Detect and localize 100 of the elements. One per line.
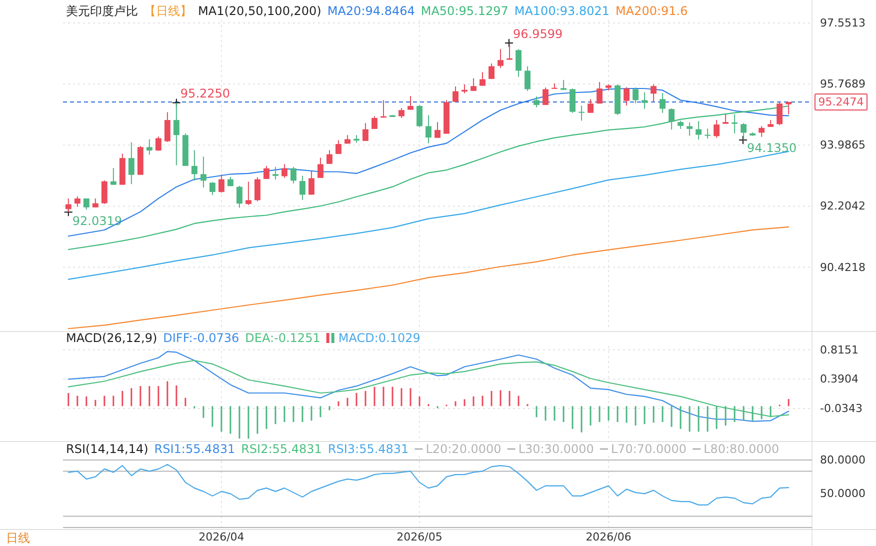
annotation: 94.1350 [747, 141, 797, 155]
y-tick-label: 97.5513 [820, 16, 866, 30]
legend-label: L20:20.0000 [426, 442, 502, 456]
line-series [68, 464, 790, 506]
legend-label: L70:70.0000 [610, 442, 687, 456]
candlestick [668, 108, 675, 130]
candlestick [146, 138, 152, 156]
candlestick [498, 48, 504, 68]
candlestick [191, 150, 198, 182]
y-tick-label: 50.0000 [820, 487, 866, 500]
candlestick [164, 112, 170, 142]
candlestick [732, 114, 738, 134]
candlestick [786, 101, 792, 115]
x-tick-label: 2026/04 [198, 530, 244, 544]
candlestick [686, 122, 693, 136]
y-tick-label: 0.8151 [820, 343, 858, 356]
x-tick-label: 2026/05 [396, 530, 442, 544]
legend-title: MA1(20,50,100,200) [198, 4, 322, 18]
candlestick [516, 48, 522, 78]
y-tick-label: -0.0343 [820, 402, 862, 416]
candlestick [336, 140, 342, 154]
ref-line-label: 95.2474 [818, 95, 864, 108]
candlestick [128, 142, 134, 185]
y-tick-label: 80.0000 [820, 453, 866, 466]
candlestick [254, 176, 260, 202]
candlestick [650, 84, 657, 102]
candlestick [596, 82, 603, 104]
text: MA200:91.6 [616, 4, 688, 18]
candlestick [642, 92, 648, 110]
line-series [68, 350, 790, 422]
line-series [68, 150, 790, 280]
candlestick [416, 104, 422, 128]
y-tick-label: 93.9865 [820, 138, 866, 152]
candlestick [624, 86, 630, 106]
candlestick [318, 157, 324, 178]
candlestick [308, 170, 314, 196]
chart-title: MACD(26,12,9) [66, 331, 158, 345]
candlestick [372, 116, 378, 130]
candlestick [200, 156, 206, 188]
candlestick [722, 113, 729, 124]
candlestick [696, 120, 702, 140]
candlestick [758, 126, 765, 138]
candlestick [101, 180, 108, 204]
candlestick [632, 86, 639, 104]
candlestick [542, 86, 548, 106]
candlestick [281, 164, 288, 178]
legend-label: RSI1:55.4831 [154, 442, 236, 456]
candlestick [263, 165, 270, 180]
candlestick [480, 72, 486, 86]
candlestick [236, 185, 242, 208]
candlestick [434, 122, 440, 138]
candlestick [110, 167, 116, 186]
text: DEA:-0.1251 [245, 331, 320, 345]
legend-label: MACD:0.1029 [338, 331, 420, 345]
candlestick [245, 181, 252, 206]
candlestick [488, 63, 494, 80]
candlestick [776, 100, 783, 126]
series-label: RSI3:55.4831 [328, 442, 409, 456]
price-tag: 95.2474 [814, 93, 868, 110]
candlestick [578, 105, 585, 122]
candlestick [588, 98, 594, 114]
series-label: DIFF:-0.0736 [163, 331, 240, 345]
candlestick [660, 92, 666, 114]
x-tick-label: 2026/06 [586, 530, 632, 544]
candlestick [560, 79, 567, 90]
candlestick [299, 175, 306, 200]
candlestick [155, 136, 162, 152]
text: MA50:95.1297 [420, 4, 508, 18]
candlestick [524, 66, 530, 92]
candlestick [534, 96, 540, 108]
candlestick [74, 196, 80, 208]
text: 日线 [6, 531, 30, 545]
annotation: 96.9599 [513, 27, 563, 41]
y-tick-label: 92.2042 [820, 200, 866, 213]
candlestick [470, 78, 476, 92]
candlestick [570, 88, 576, 114]
candlestick [362, 122, 368, 142]
candlestick [398, 108, 404, 118]
candlestick [290, 166, 296, 184]
candlestick [272, 166, 278, 180]
legend-label: L30:30.0000 [518, 442, 594, 456]
candlestick [209, 182, 216, 196]
candlestick [704, 128, 711, 140]
chart-title: RSI(14,14,14) [66, 442, 148, 456]
candlestick [218, 174, 224, 194]
candlestick [408, 96, 414, 110]
annotation: 95.2250 [180, 86, 230, 101]
candlestick [326, 150, 332, 164]
legend-label: RSI2:55.4831 [241, 442, 322, 456]
chart-subtitle: 【日线】 [144, 4, 192, 18]
text: MA20:94.8464 [327, 4, 415, 18]
y-tick-label: 90.4218 [820, 260, 866, 274]
legend-label: L80:80.0000 [704, 442, 780, 456]
candlestick [452, 86, 458, 102]
chart-title: 美元印度卢比 [66, 4, 138, 18]
text: MA100:93.8021 [514, 4, 610, 18]
y-tick-label: 0.3904 [820, 372, 858, 386]
candlestick [714, 120, 720, 138]
line-series [68, 226, 790, 330]
y-tick-label: 95.7689 [820, 78, 866, 91]
